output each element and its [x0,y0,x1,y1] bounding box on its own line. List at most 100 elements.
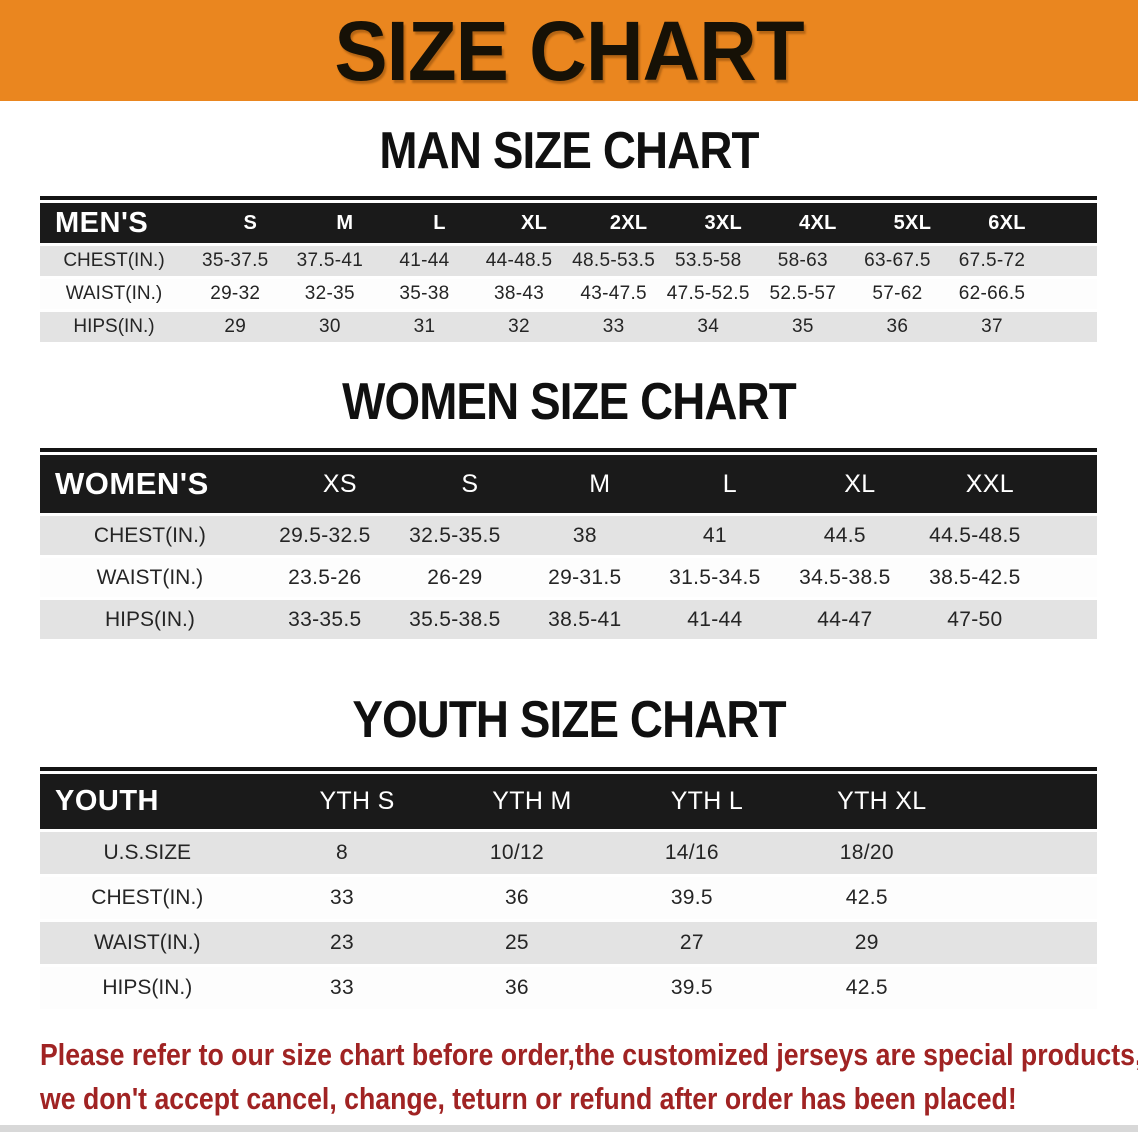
table-header-band: MEN'S S M L XL 2XL 3XL 4XL 5XL 6XL [40,203,1097,243]
table-row: HIPS(IN.) 29 30 31 32 33 34 35 36 37 [40,312,1097,342]
value-cell: 52.5-57 [769,283,837,304]
table-header-band: WOMEN'S XS S M L XL XXL [40,455,1097,513]
value-cell: 29 [854,931,879,954]
row-label: HIPS(IN.) [105,607,195,631]
row-label: WAIST(IN.) [96,565,204,589]
value-cell: 48.5-53.5 [572,250,656,271]
column-header: XXL [965,469,1014,498]
value-cell: 58-63 [777,250,828,271]
column-header: 6XL [988,211,1026,234]
youth-section-heading: YOUTH SIZE CHART [352,691,786,749]
value-cell: 29.5-32.5 [279,523,371,547]
value-cell: 33-35.5 [288,607,362,631]
column-header: XS [322,469,357,498]
table-row: HIPS(IN.) 33 36 39.5 42.5 [40,967,1097,1009]
table-row: WAIST(IN.) 23 25 27 29 [40,922,1097,964]
table-row: CHEST(IN.) 29.5-32.5 32.5-35.5 38 41 44.5 44.5… [40,516,1097,555]
value-cell: 30 [318,316,341,337]
table-row: CHEST(IN.) 33 36 39.5 42.5 [40,877,1097,919]
table-row: HIPS(IN.) 33-35.5 35.5-38.5 38.5-41 41-44 44-… [40,600,1097,639]
disclaimer-line-2: we don't accept cancel, change, teturn o… [40,1081,1017,1116]
value-cell: 57-62 [872,283,923,304]
value-cell: 27 [679,931,704,954]
value-cell: 33 [330,886,354,909]
value-cell: 39.5 [670,886,713,909]
youth-size-table: YOUTH YTH S YTH M YTH L YTH XL U.S.SIZE 8 10/12… [40,767,1097,1009]
value-cell: 47.5-52.5 [666,283,750,304]
value-cell: 25 [504,931,529,954]
value-cell: 36 [504,886,529,909]
value-cell: 44.5 [823,523,866,547]
bottom-edge-strip [0,1125,1138,1132]
value-cell: 34 [697,316,720,337]
value-cell: 33 [602,316,625,337]
banner-title: SIZE CHART [334,3,804,98]
table-row: U.S.SIZE 8 10/12 14/16 18/20 [40,832,1097,874]
row-label: WAIST(IN.) [94,931,201,954]
value-cell: 42.5 [845,976,888,999]
value-cell: 41 [702,523,727,547]
women-section-heading: WOMEN SIZE CHART [342,373,797,431]
value-cell: 29 [224,316,247,337]
column-header: XL [844,469,876,498]
value-cell: 23 [330,931,354,954]
value-cell: 39.5 [670,976,713,999]
youth-size-section: YOUTH SIZE CHART YOUTH YTH S YTH M YTH L YTH… [0,691,1138,1009]
men-size-table: MEN'S S M L XL 2XL 3XL 4XL 5XL 6XL CHEST(IN.) 35-37… [40,196,1097,342]
table-header-label: YOUTH [55,785,159,817]
table-header-label: MEN'S [55,206,149,239]
value-cell: 43-47.5 [580,283,647,304]
value-cell: 23.5-26 [288,565,362,589]
value-cell: 18/20 [839,841,894,864]
value-cell: 42.5 [845,886,888,909]
value-cell: 35.5-38.5 [409,607,501,631]
value-cell: 44-47 [817,607,873,631]
column-header: 2XL [609,211,648,234]
value-cell: 34.5-38.5 [799,565,891,589]
value-cell: 37 [981,316,1003,337]
value-cell: 53.5-58 [674,250,742,271]
row-label: CHEST(IN.) [93,523,206,547]
value-cell: 38.5-41 [548,607,622,631]
value-cell: 44-48.5 [485,250,553,271]
row-label: WAIST(IN.) [65,283,163,304]
value-cell: 47-50 [947,607,1003,631]
value-cell: 8 [336,841,349,864]
value-cell: 67.5-72 [958,250,1026,271]
row-label: U.S.SIZE [103,841,192,864]
size-chart-banner: SIZE CHART [0,0,1138,101]
value-cell: 41-44 [399,250,450,271]
value-cell: 14/16 [664,841,719,864]
column-header: L [722,469,737,498]
column-header: YTH S [319,787,395,815]
table-header-label: WOMEN'S [55,466,209,501]
value-cell: 32.5-35.5 [409,523,501,547]
value-cell: 38.5-42.5 [929,565,1021,589]
row-label: HIPS(IN.) [73,316,155,337]
value-cell: 36 [504,976,529,999]
table-row: CHEST(IN.) 35-37.5 37.5-41 41-44 44-48.5 48.5… [40,246,1097,276]
column-header: M [336,211,354,234]
value-cell: 31.5-34.5 [669,565,761,589]
column-header: YTH M [492,787,572,815]
row-label: HIPS(IN.) [102,976,193,999]
column-header: M [589,469,611,498]
column-header: 5XL [893,211,932,234]
value-cell: 38-43 [493,283,545,304]
value-cell: 35-37.5 [201,250,269,271]
men-section-heading: MAN SIZE CHART [379,122,759,180]
value-cell: 37.5-41 [296,250,364,271]
column-header: L [433,211,446,234]
men-size-section: MAN SIZE CHART MEN'S S M L XL 2XL 3XL 4XL 5XL 6XL… [0,122,1138,342]
value-cell: 10/12 [489,841,544,864]
value-cell: 32 [508,316,530,337]
table-row: WAIST(IN.) 29-32 32-35 35-38 38-43 43-47.5 47.… [40,279,1097,309]
column-header: 3XL [704,211,743,234]
column-header: S [461,469,479,498]
disclaimer-text: Please refer to our size chart before or… [40,1033,1138,1121]
value-cell: 44.5-48.5 [929,523,1021,547]
value-cell: 35 [791,316,814,337]
women-size-section: WOMEN SIZE CHART WOMEN'S XS S M L XL XXL CHEST(… [0,373,1138,639]
column-header: 4XL [799,211,837,234]
value-cell: 41-44 [687,607,743,631]
